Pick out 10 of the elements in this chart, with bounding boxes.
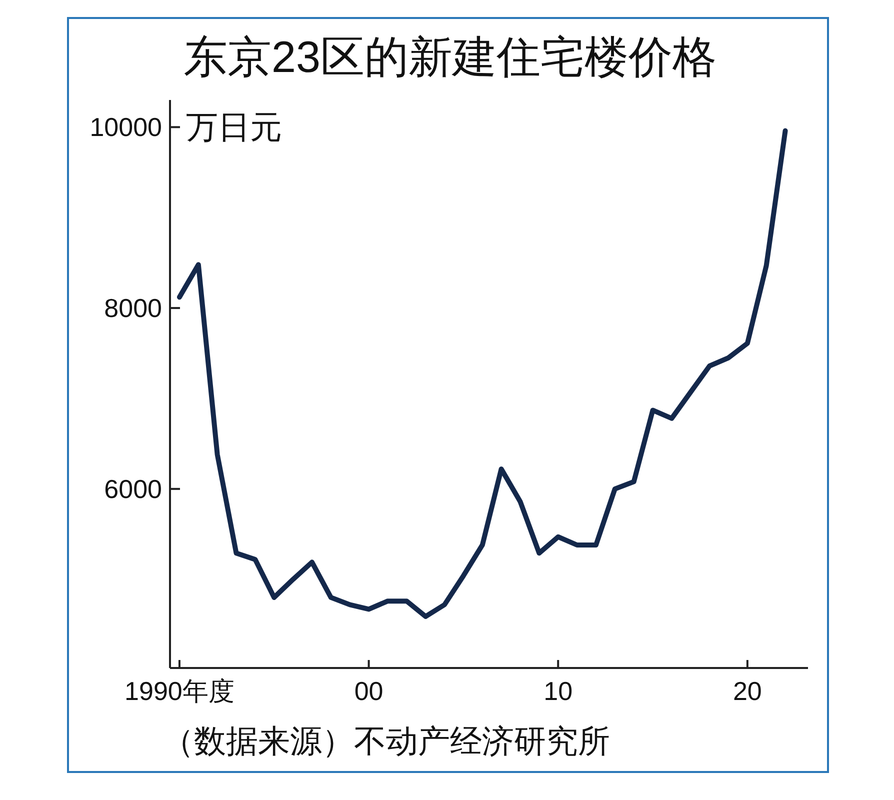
y-tick-label: 6000 [104, 474, 162, 504]
x-tick-label: 00 [354, 676, 384, 706]
y-tick-label: 8000 [104, 293, 162, 324]
x-tick-label: 1990年度 [124, 676, 234, 706]
x-tick-label: 10 [544, 676, 573, 706]
x-tick-label: 20 [732, 676, 762, 706]
y-tick-label: 10000 [90, 112, 162, 142]
text: （数据来源）不动产经济研究所 [162, 723, 610, 759]
chart-title: 东京23区的新建住宅楼价格 [184, 33, 716, 82]
y-axis-title: 万日元 [186, 109, 282, 145]
